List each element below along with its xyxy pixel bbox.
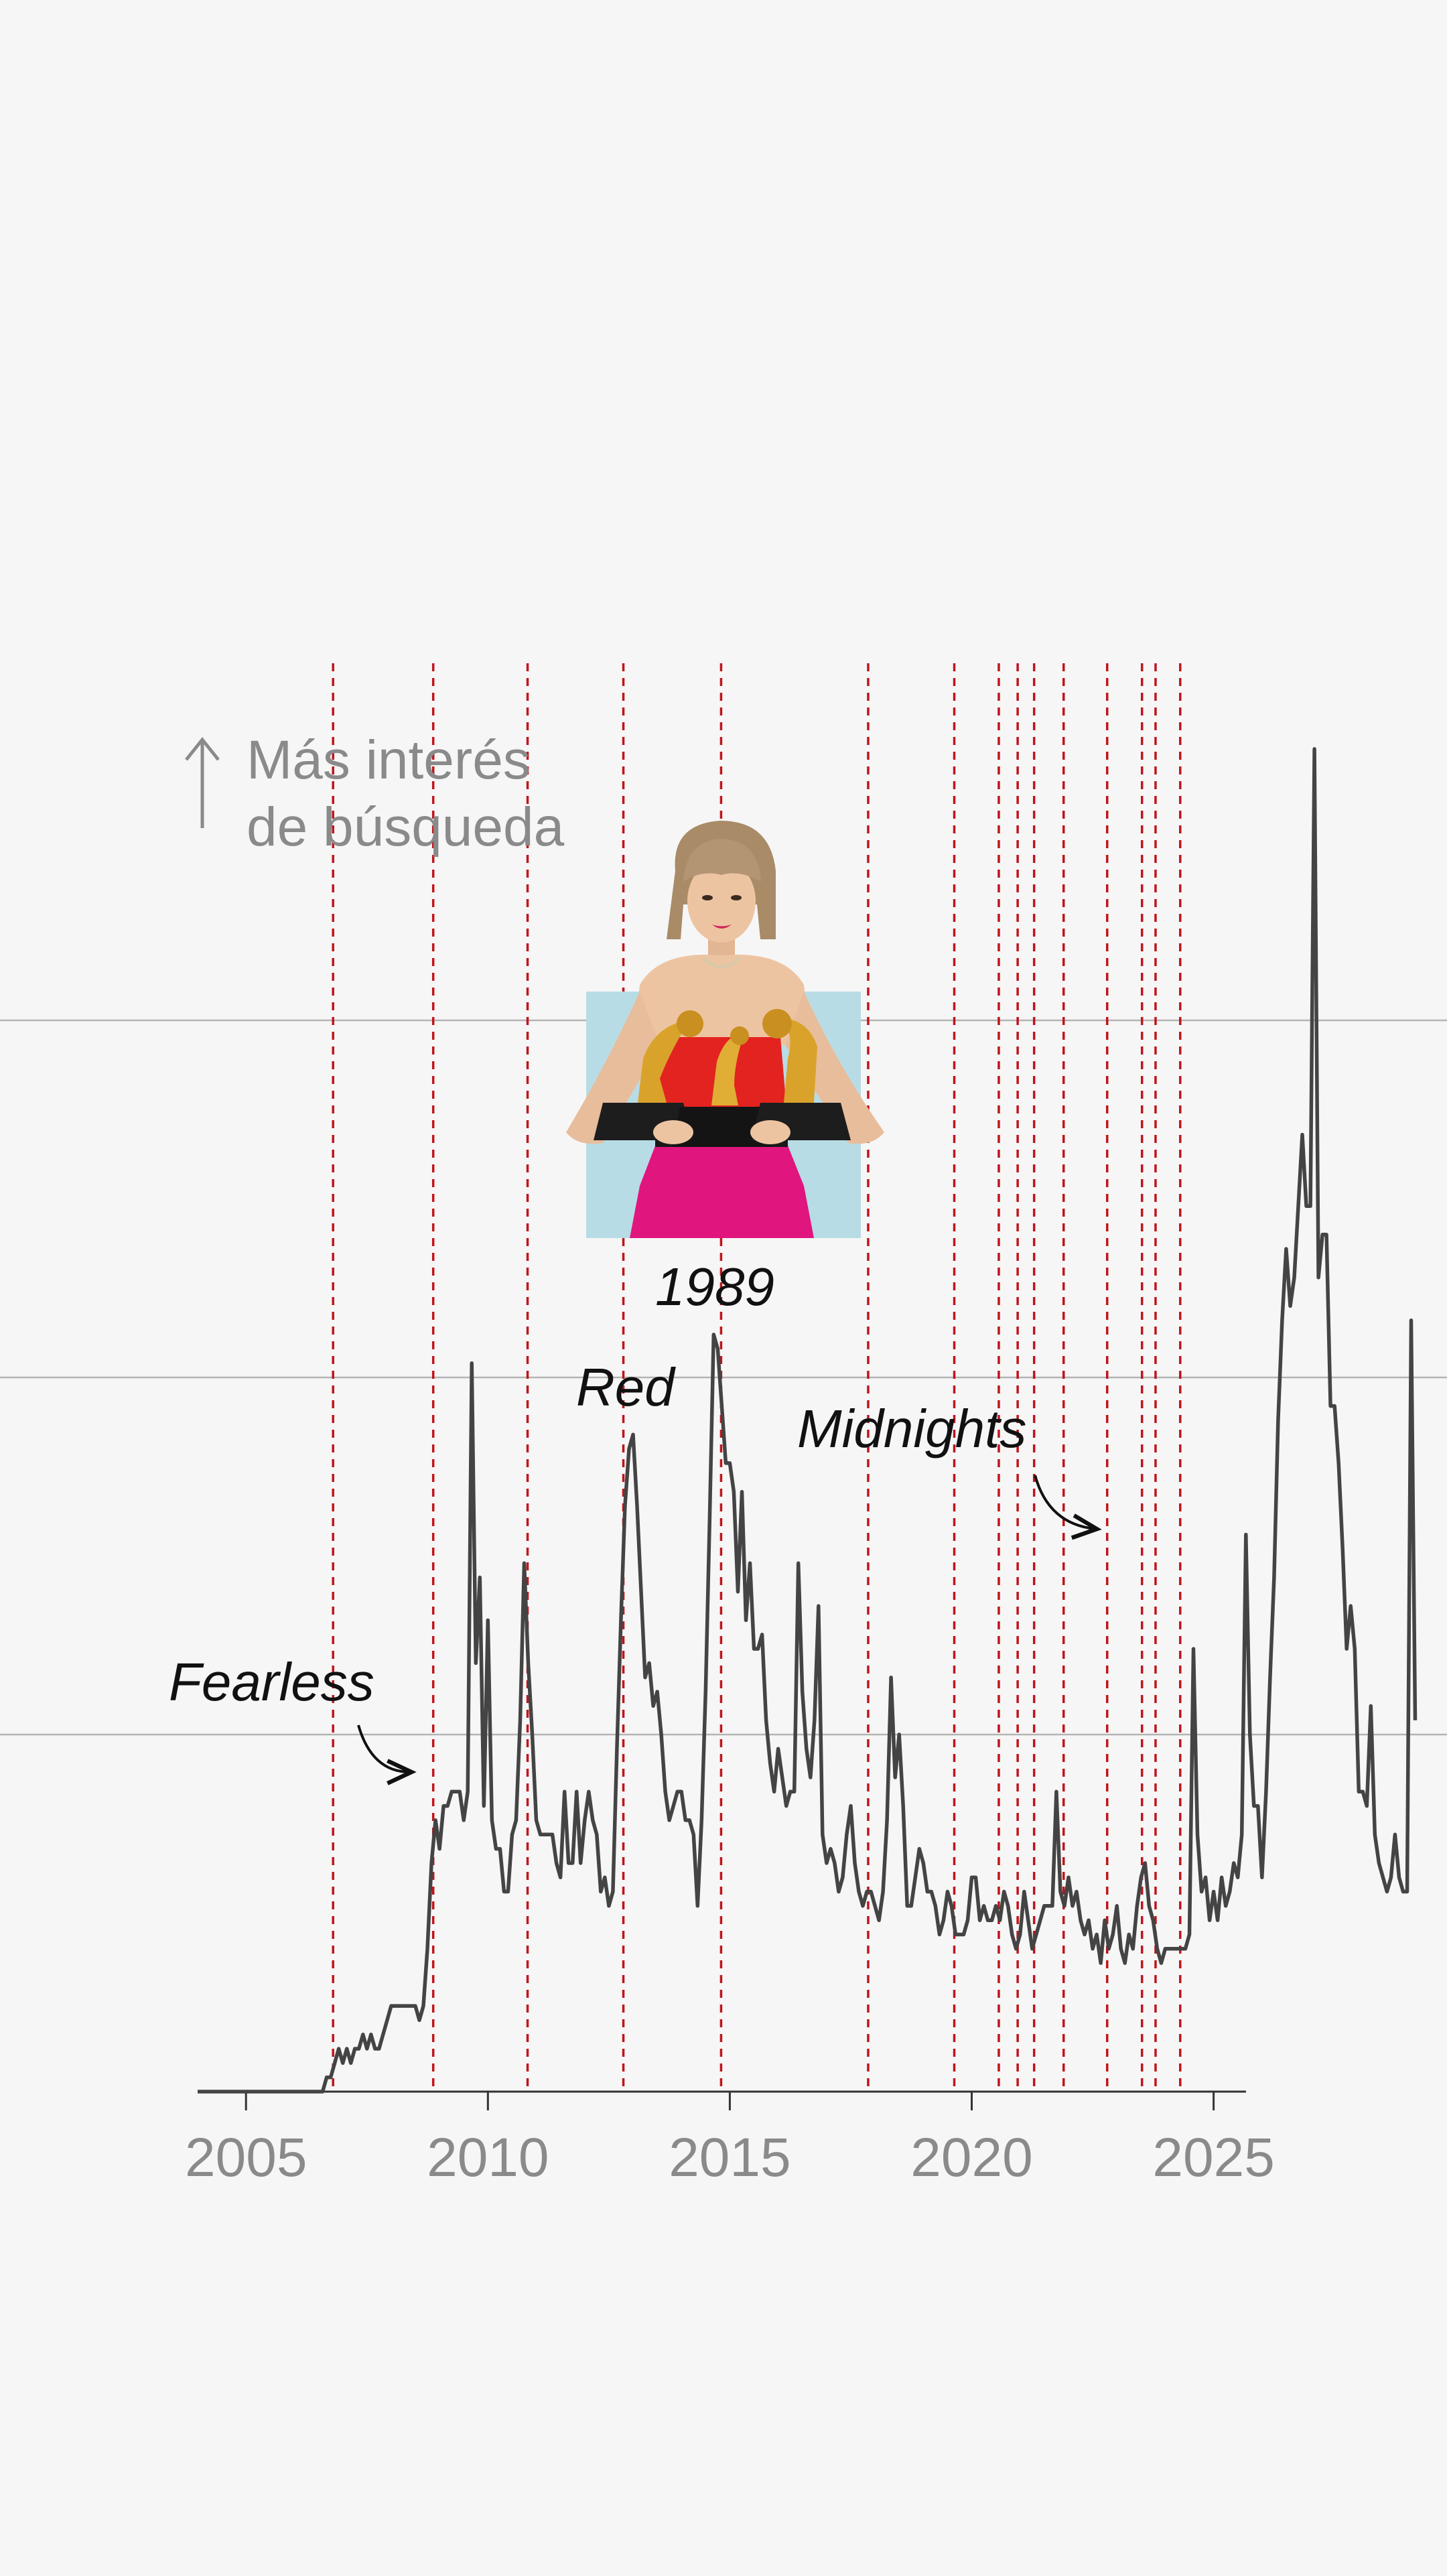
annotation-fearless-arrow — [357, 1724, 410, 1772]
x-tick-layer: 2005 2010 2015 2020 2025 — [185, 2092, 1275, 2188]
y-axis-label-line-1: Más interés — [247, 730, 531, 791]
x-tick-label-2015: 2015 — [669, 2127, 790, 2188]
y-axis-label: Más interés de búsqueda — [185, 730, 565, 858]
up-arrow-icon — [185, 736, 220, 828]
search-interest-line — [198, 747, 1418, 2094]
annotation-midnights-label: Midnights — [797, 1399, 1026, 1459]
x-tick-label-2005: 2005 — [185, 2127, 307, 2188]
x-tick-label-2025: 2025 — [1152, 2127, 1274, 2188]
annotation-layer: Fearless Red 1989 Midnights — [169, 1257, 1095, 1772]
photo-layer — [566, 821, 884, 1238]
annotation-fearless: Fearless — [169, 1652, 410, 1772]
y-axis-label-line-2: de búsqueda — [247, 797, 565, 858]
release-marker-layer — [332, 663, 1182, 2092]
annotation-midnights-arrow — [1034, 1475, 1095, 1529]
annotation-fearless-label: Fearless — [169, 1652, 374, 1712]
annotation-red: Red — [576, 1357, 676, 1417]
x-tick-label-2010: 2010 — [427, 2127, 549, 2188]
annotation-1989: 1989 — [655, 1257, 774, 1316]
award-photo-illustration — [566, 821, 884, 1238]
annotation-1989-label: 1989 — [655, 1257, 774, 1316]
annotation-midnights: Midnights — [797, 1399, 1095, 1529]
annotation-red-label: Red — [576, 1357, 676, 1417]
x-tick-label-2020: 2020 — [910, 2127, 1032, 2188]
